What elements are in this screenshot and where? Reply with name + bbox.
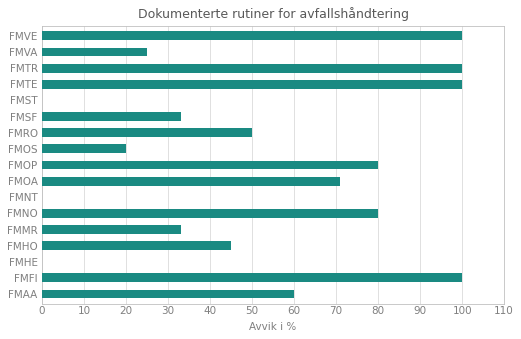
Bar: [42, 32, 462, 40]
Bar: [42, 112, 181, 121]
X-axis label: Avvik i %: Avvik i %: [250, 322, 296, 332]
Bar: [42, 225, 181, 234]
Bar: [42, 128, 252, 137]
Bar: [42, 64, 462, 73]
Title: Dokumenterte rutiner for avfallshåndtering: Dokumenterte rutiner for avfallshåndteri…: [138, 7, 408, 21]
Bar: [42, 241, 231, 250]
Bar: [42, 177, 340, 185]
Bar: [42, 161, 378, 170]
Bar: [42, 47, 147, 57]
Bar: [42, 274, 462, 282]
Bar: [42, 290, 294, 298]
Bar: [42, 209, 378, 218]
Bar: [42, 80, 462, 89]
Bar: [42, 144, 126, 153]
